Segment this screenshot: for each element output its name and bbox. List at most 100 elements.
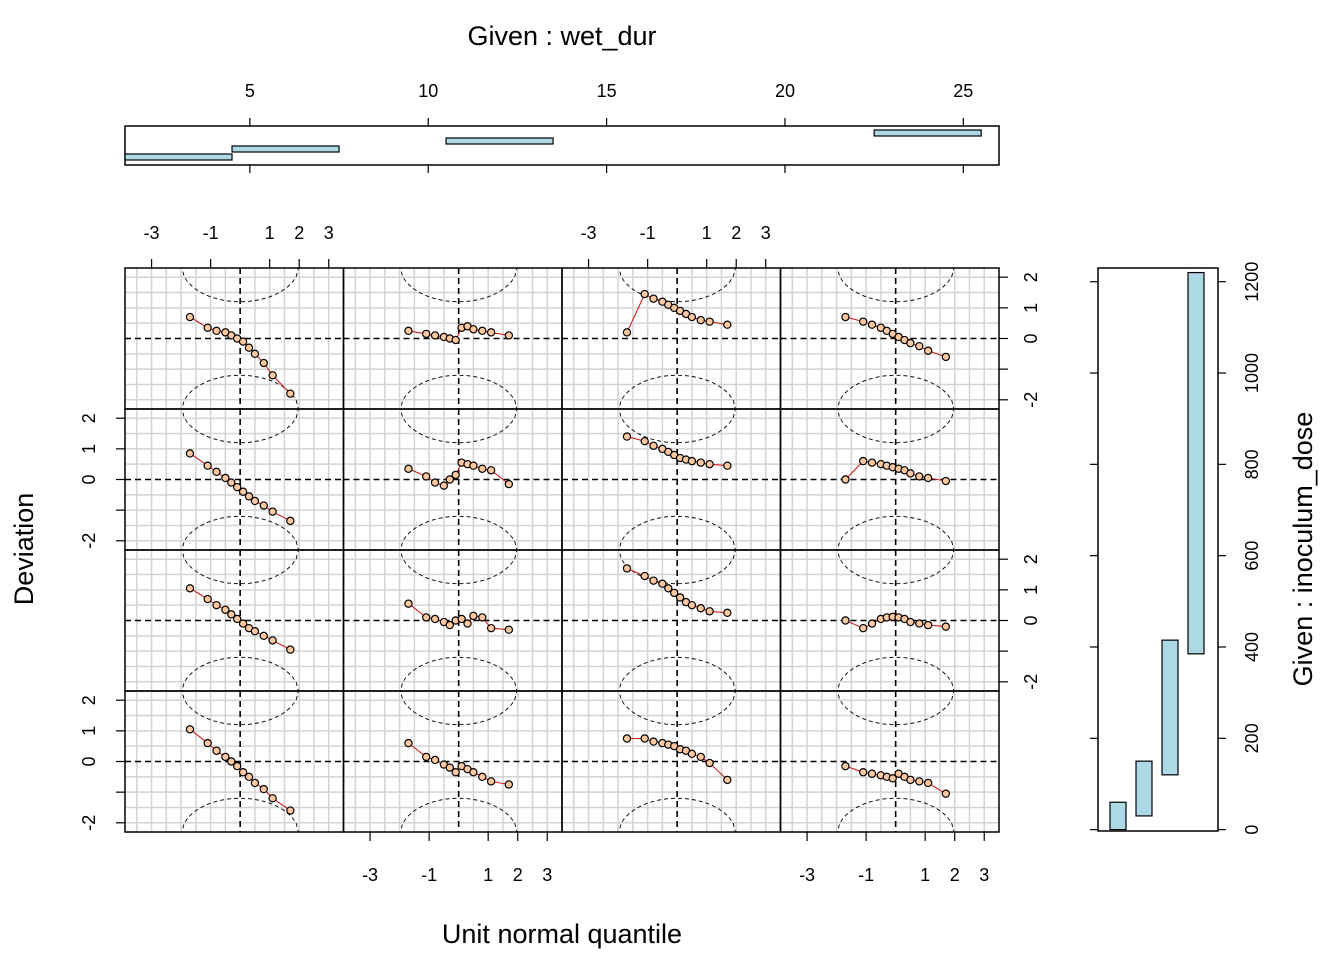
confidence-envelope-lower	[836, 374, 955, 409]
y-tick-label: 0	[79, 474, 99, 484]
data-point	[259, 501, 268, 510]
panel-r3-c1	[124, 549, 345, 692]
x-tick-label: 1	[702, 223, 712, 243]
panel-r2-c3	[561, 408, 782, 551]
confidence-envelope-lower	[399, 656, 518, 691]
data-point	[212, 467, 221, 477]
data-point	[203, 594, 212, 604]
data-point	[259, 631, 268, 641]
data-point	[451, 470, 460, 480]
data-point	[244, 772, 254, 782]
data-point	[640, 289, 649, 299]
y-tick-label: 1	[1021, 303, 1041, 313]
data-point	[915, 341, 924, 351]
data-point	[268, 794, 277, 803]
data-point	[941, 622, 951, 631]
panel-content	[343, 691, 562, 832]
data-point	[421, 472, 431, 481]
data-point	[867, 619, 877, 628]
data-point	[640, 436, 649, 446]
y-tick-label: 1	[1021, 585, 1041, 595]
data-point	[504, 625, 514, 634]
confidence-envelope-lower	[618, 797, 736, 832]
confidence-envelope-lower	[836, 515, 955, 550]
panel-content	[343, 409, 562, 550]
data-point	[687, 312, 697, 322]
data-point	[906, 338, 915, 348]
data-point	[670, 588, 679, 598]
data-point	[221, 752, 230, 762]
panel-r2-c2	[342, 408, 563, 551]
data-point	[867, 320, 877, 329]
y-tick-label: 2	[1021, 554, 1041, 564]
data-point	[244, 492, 254, 501]
data-point	[649, 576, 658, 585]
x-tick-label: 2	[731, 223, 741, 243]
x-tick-label: 3	[979, 865, 989, 885]
data-point	[649, 737, 658, 746]
confidence-envelope-upper	[399, 691, 518, 726]
confidence-envelope-lower	[836, 797, 955, 832]
given-top-tick-label: 5	[245, 81, 255, 101]
data-point	[478, 613, 487, 622]
confidence-envelope-upper	[399, 268, 518, 303]
panel-r4-c4	[779, 690, 1000, 833]
data-point	[640, 734, 649, 743]
data-point	[404, 464, 413, 473]
data-point	[664, 584, 673, 593]
given-top-label: Given : wet_dur	[467, 21, 656, 51]
wet-dur-interval-bar	[873, 129, 982, 137]
data-point	[185, 449, 195, 458]
panel-content	[780, 550, 999, 691]
panel-content	[343, 268, 562, 409]
panel-r3-c2	[342, 549, 563, 692]
data-point	[723, 461, 732, 470]
given-right-tick-label: 1000	[1242, 353, 1262, 393]
given-right-tick-label: 200	[1242, 723, 1262, 753]
data-point	[250, 627, 260, 636]
confidence-envelope-upper	[618, 691, 736, 726]
data-point	[439, 481, 449, 490]
data-point	[233, 482, 242, 492]
panel-content	[780, 409, 999, 550]
x-tick-label: 3	[761, 223, 771, 243]
y-tick-label: 1	[79, 444, 99, 454]
data-point	[504, 479, 514, 489]
x-tick-label: -3	[362, 865, 378, 885]
data-point	[478, 772, 487, 782]
y-tick-label: 2	[79, 695, 99, 705]
data-point	[486, 328, 496, 337]
panel-content	[780, 691, 999, 832]
data-point	[469, 611, 478, 621]
panel-r4-c2	[342, 690, 563, 833]
panel-content	[562, 550, 781, 691]
confidence-envelope-upper	[836, 550, 955, 585]
panel-r1-c4	[779, 267, 1000, 410]
data-point	[469, 325, 478, 334]
x-tick-label: 2	[294, 223, 304, 243]
data-point	[185, 725, 195, 734]
data-point	[723, 320, 732, 329]
panel-r1-c1	[124, 267, 345, 410]
data-point	[867, 769, 877, 778]
panel-content	[780, 268, 999, 409]
confidence-envelope-lower	[181, 797, 299, 832]
data-point	[622, 564, 632, 573]
y-tick-label: 0	[1021, 615, 1041, 625]
panel-r3-c4	[779, 549, 1000, 692]
data-point	[185, 312, 195, 322]
given-right-tick-label: 600	[1242, 541, 1262, 571]
data-point	[696, 752, 705, 762]
confidence-envelope-lower	[618, 656, 736, 691]
wet-dur-interval-bar	[124, 153, 233, 161]
inoculum-dose-interval-bar	[1135, 760, 1153, 817]
panel-content	[562, 691, 781, 832]
data-point	[404, 599, 413, 608]
data-point	[915, 619, 924, 628]
data-point	[687, 749, 697, 759]
panel-content	[125, 268, 344, 409]
data-point	[841, 761, 850, 771]
data-point	[221, 605, 230, 614]
data-point	[286, 806, 295, 815]
